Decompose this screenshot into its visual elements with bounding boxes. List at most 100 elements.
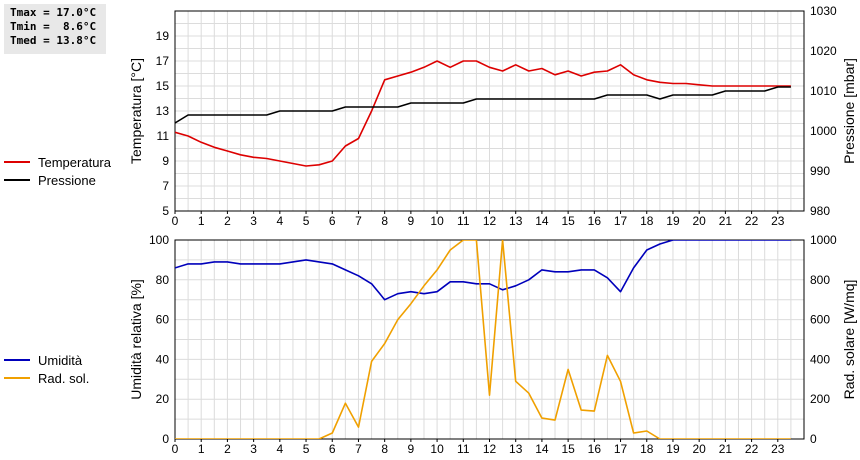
y-tick-label-right: 1000 bbox=[810, 124, 837, 138]
x-tick-label: 6 bbox=[329, 442, 336, 456]
x-tick-label: 18 bbox=[640, 214, 654, 228]
x-tick-label: 3 bbox=[250, 214, 257, 228]
y-tick-label-left: 11 bbox=[157, 129, 170, 143]
y-axis-label-right: Rad. solare [W/mq] bbox=[841, 280, 857, 400]
chart-temp-pressure: 0 1 2 3 4 5 6 7 8 9 10 11 12 13 14 15 16 17 18 19 20 21 22 2357… bbox=[128, 4, 857, 228]
legend-label-pressione: Pressione bbox=[38, 172, 96, 188]
y-tick-label-right: 990 bbox=[810, 164, 830, 178]
legend-label-temperatura: Temperatura bbox=[38, 154, 111, 170]
series-line-pressione bbox=[175, 86, 791, 124]
x-tick-label: 13 bbox=[509, 442, 523, 456]
y-tick-label-left: 17 bbox=[156, 54, 170, 68]
x-tick-label: 22 bbox=[745, 442, 759, 456]
x-tick-label: 17 bbox=[614, 214, 628, 228]
x-tick-label: 17 bbox=[614, 442, 628, 456]
y-tick-label-left: 60 bbox=[156, 313, 170, 327]
y-tick-label-right: 1010 bbox=[810, 84, 837, 98]
legend-swatch-umidita bbox=[4, 359, 30, 361]
x-tick-label: 9 bbox=[408, 214, 415, 228]
x-tick-label: 18 bbox=[640, 442, 654, 456]
x-tick-label: 20 bbox=[692, 214, 706, 228]
x-tick-label: 11 bbox=[457, 214, 470, 228]
x-tick-label: 20 bbox=[692, 442, 706, 456]
x-tick-label: 2 bbox=[224, 214, 231, 228]
legend-item-rad-sol: Rad. sol. bbox=[4, 369, 89, 387]
legend-top: Temperatura Pressione bbox=[4, 153, 111, 189]
x-tick-label: 15 bbox=[561, 214, 575, 228]
y-tick-label-left: 5 bbox=[162, 204, 169, 218]
x-tick-label: 5 bbox=[303, 214, 310, 228]
legend-label-umidita: Umidità bbox=[38, 352, 83, 368]
x-tick-label: 8 bbox=[381, 214, 388, 228]
x-tick-label: 10 bbox=[430, 214, 444, 228]
temperature-stats-box: Tmax = 17.0°C Tmin = 8.6°C Tmed = 13.8°C bbox=[4, 4, 106, 54]
x-tick-label: 5 bbox=[303, 442, 310, 456]
x-tick-label: 16 bbox=[588, 214, 602, 228]
x-tick-label: 16 bbox=[588, 442, 602, 456]
x-tick-label: 7 bbox=[355, 214, 362, 228]
x-tick-label: 13 bbox=[509, 214, 523, 228]
series-line-umidit bbox=[175, 240, 791, 301]
y-tick-label-right: 800 bbox=[810, 273, 830, 287]
legend-label-rad-sol: Rad. sol. bbox=[38, 370, 90, 386]
legend-swatch-pressione bbox=[4, 179, 30, 181]
x-tick-label: 3 bbox=[250, 442, 257, 456]
x-tick-label: 9 bbox=[408, 442, 415, 456]
y-tick-label-right: 1020 bbox=[810, 44, 837, 58]
series-line-rad-sol bbox=[175, 240, 791, 439]
legend-item-pressione: Pressione bbox=[4, 171, 111, 189]
x-tick-label: 21 bbox=[719, 214, 733, 228]
x-tick-label: 12 bbox=[483, 442, 497, 456]
y-tick-label-left: 15 bbox=[156, 79, 170, 93]
series-line-temperatura bbox=[175, 60, 791, 167]
x-tick-label: 23 bbox=[771, 214, 785, 228]
y-tick-label-left: 13 bbox=[156, 104, 170, 118]
y-tick-label-right: 1030 bbox=[810, 4, 837, 18]
x-tick-label: 0 bbox=[172, 214, 179, 228]
legend-swatch-temperatura bbox=[4, 161, 30, 163]
stat-tmin: Tmin = 8.6°C bbox=[10, 20, 97, 33]
x-tick-label: 4 bbox=[276, 214, 283, 228]
stat-tmax: Tmax = 17.0°C bbox=[10, 6, 97, 19]
y-tick-label-left: 80 bbox=[156, 273, 170, 287]
x-tick-label: 19 bbox=[666, 442, 680, 456]
x-tick-label: 21 bbox=[719, 442, 733, 456]
y-tick-label-right: 200 bbox=[810, 392, 830, 406]
y-axis-label-left: Umidità relativa [%] bbox=[128, 279, 144, 400]
legend-item-umidita: Umidità bbox=[4, 351, 89, 369]
x-tick-label: 12 bbox=[483, 214, 497, 228]
x-tick-label: 15 bbox=[561, 442, 575, 456]
y-tick-label-left: 100 bbox=[149, 233, 169, 247]
x-tick-label: 19 bbox=[666, 214, 680, 228]
y-tick-label-left: 19 bbox=[156, 29, 170, 43]
x-tick-label: 11 bbox=[457, 442, 470, 456]
y-tick-label-right: 400 bbox=[810, 352, 830, 366]
y-tick-label-right: 600 bbox=[810, 313, 830, 327]
x-tick-label: 2 bbox=[224, 442, 231, 456]
x-tick-label: 1 bbox=[198, 214, 205, 228]
chart-humidity-radiation: 0 1 2 3 4 5 6 7 8 9 10 11 12 13 14 15 16 17 18 19 20 21 22 2302… bbox=[128, 233, 857, 456]
x-tick-label: 8 bbox=[381, 442, 388, 456]
x-tick-label: 14 bbox=[535, 442, 549, 456]
y-tick-label-left: 20 bbox=[156, 392, 170, 406]
y-axis-label-right: Pressione [mbar] bbox=[841, 58, 857, 164]
stat-tmed: Tmed = 13.8°C bbox=[10, 34, 97, 47]
y-tick-label-right: 1000 bbox=[810, 233, 837, 247]
legend-item-temperatura: Temperatura bbox=[4, 153, 111, 171]
x-tick-label: 14 bbox=[535, 214, 549, 228]
legend-swatch-rad-sol bbox=[4, 377, 30, 379]
x-tick-label: 0 bbox=[172, 442, 179, 456]
legend-bottom: Umidità Rad. sol. bbox=[4, 351, 89, 387]
x-tick-label: 6 bbox=[329, 214, 336, 228]
y-tick-label-left: 7 bbox=[162, 179, 169, 193]
x-tick-label: 7 bbox=[355, 442, 362, 456]
x-tick-label: 1 bbox=[198, 442, 205, 456]
x-tick-label: 4 bbox=[276, 442, 283, 456]
y-tick-label-right: 980 bbox=[810, 204, 830, 218]
x-tick-label: 10 bbox=[430, 442, 444, 456]
x-tick-label: 23 bbox=[771, 442, 785, 456]
y-tick-label-right: 0 bbox=[810, 432, 817, 446]
y-tick-label-left: 9 bbox=[162, 154, 169, 168]
